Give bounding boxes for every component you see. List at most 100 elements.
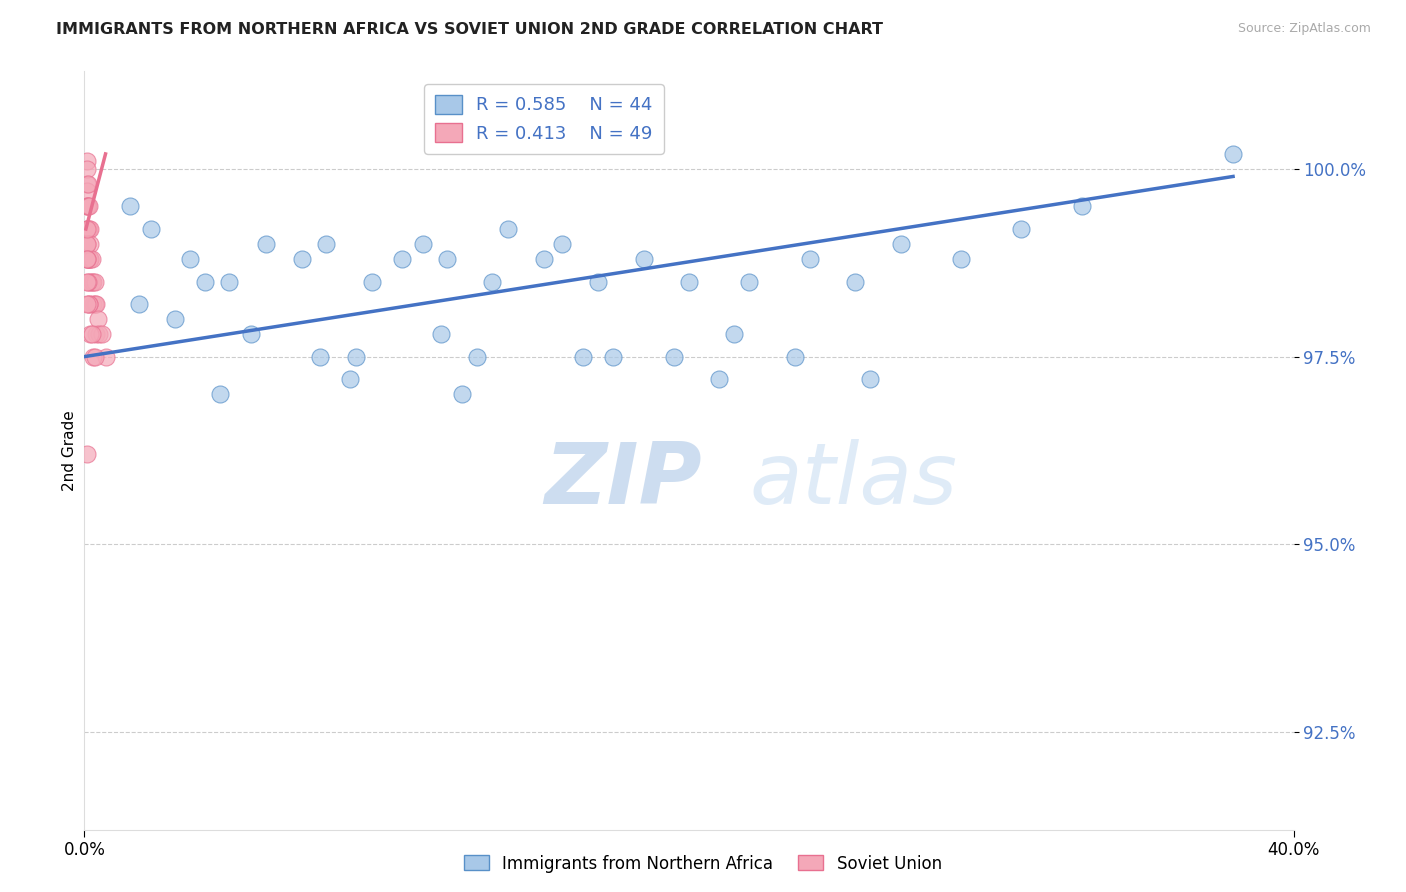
Point [662,350,685,364]
Point [79,252,101,266]
Point [77,199,100,213]
Point [1222,147,1244,161]
Point [79,237,101,252]
Point [77,222,100,236]
Point [218,275,240,289]
Point [82,275,104,289]
Point [89,327,111,342]
Text: IMMIGRANTS FROM NORTHERN AFRICA VS SOVIET UNION 2ND GRADE CORRELATION CHART: IMMIGRANTS FROM NORTHERN AFRICA VS SOVIE… [56,22,883,37]
Point [481,275,503,289]
Point [391,252,413,266]
Point [76,237,98,252]
Text: Source: ZipAtlas.com: Source: ZipAtlas.com [1237,22,1371,36]
Point [1011,222,1033,236]
Point [239,327,262,342]
Point [76,297,98,311]
Point [76,222,98,236]
Point [94,350,117,364]
Point [84,350,107,364]
Point [291,252,314,266]
Point [783,350,806,364]
Legend: R = 0.585    N = 44, R = 0.413    N = 49: R = 0.585 N = 44, R = 0.413 N = 49 [425,84,664,153]
Point [77,297,100,311]
Point [950,252,973,266]
Point [859,372,882,386]
Point [412,237,434,252]
Point [723,327,745,342]
Point [165,312,187,326]
Point [588,275,610,289]
Y-axis label: 2nd Grade: 2nd Grade [62,410,77,491]
Point [633,252,655,266]
Text: atlas: atlas [749,439,957,523]
Point [1071,199,1094,213]
Point [76,222,98,236]
Point [79,275,101,289]
Point [436,252,458,266]
Point [360,275,382,289]
Point [77,252,100,266]
Point [76,237,98,252]
Point [76,252,98,266]
Point [76,252,98,266]
Point [799,252,821,266]
Point [91,327,114,342]
Point [309,350,332,364]
Point [602,350,624,364]
Point [76,237,98,252]
Point [339,372,361,386]
Point [467,350,489,364]
Point [79,222,101,236]
Legend: Immigrants from Northern Africa, Soviet Union: Immigrants from Northern Africa, Soviet … [457,848,949,880]
Point [128,297,150,311]
Point [76,185,98,199]
Point [84,275,107,289]
Point [179,252,201,266]
Point [77,199,100,213]
Point [678,275,700,289]
Text: ZIP: ZIP [544,439,702,523]
Point [86,297,108,311]
Point [451,387,474,401]
Point [209,387,232,401]
Point [76,447,98,461]
Point [77,222,100,236]
Point [82,297,104,311]
Point [77,275,100,289]
Point [79,252,101,266]
Point [496,222,519,236]
Point [77,177,100,191]
Point [139,222,162,236]
Point [76,177,98,191]
Point [572,350,595,364]
Point [709,372,731,386]
Point [551,237,574,252]
Point [76,161,98,176]
Point [82,350,104,364]
Point [76,252,98,266]
Point [194,275,217,289]
Point [118,199,141,213]
Point [315,237,337,252]
Point [76,199,98,213]
Point [87,312,110,326]
Point [844,275,866,289]
Point [533,252,555,266]
Point [80,275,103,289]
Point [890,237,912,252]
Point [346,350,368,364]
Point [430,327,453,342]
Point [738,275,761,289]
Point [77,297,100,311]
Point [254,237,277,252]
Point [76,275,98,289]
Point [76,154,98,169]
Point [77,252,100,266]
Point [76,222,98,236]
Point [76,199,98,213]
Point [86,327,108,342]
Point [79,327,101,342]
Point [80,327,103,342]
Point [84,297,107,311]
Point [80,252,103,266]
